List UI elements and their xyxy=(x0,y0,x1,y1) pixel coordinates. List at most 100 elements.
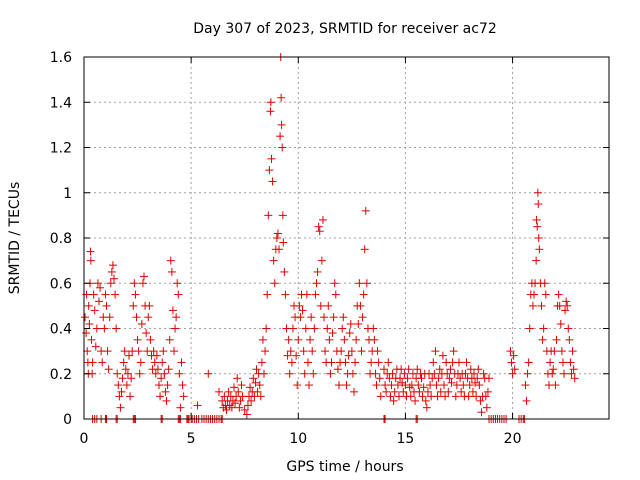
data-point xyxy=(435,365,444,374)
data-point xyxy=(361,206,370,215)
data-point xyxy=(316,301,325,310)
data-point xyxy=(540,279,549,288)
data-point xyxy=(325,335,334,344)
data-point xyxy=(101,290,110,299)
y-tick-label: 1.6 xyxy=(50,50,72,66)
data-point xyxy=(257,358,266,367)
data-point xyxy=(240,405,249,414)
data-point xyxy=(539,324,548,333)
data-point xyxy=(247,396,256,405)
data-point xyxy=(339,313,348,322)
data-point xyxy=(261,347,270,356)
data-point xyxy=(419,383,428,392)
data-point xyxy=(395,392,403,401)
data-point xyxy=(376,392,385,401)
data-point xyxy=(279,238,288,247)
data-point xyxy=(166,256,175,265)
data-point xyxy=(305,381,313,390)
data-point xyxy=(133,335,142,344)
data-point xyxy=(146,335,155,344)
data-point xyxy=(330,279,339,288)
data-point xyxy=(242,410,251,419)
data-point xyxy=(308,347,317,356)
x-axis-title: GPS time / hours xyxy=(286,459,403,475)
data-point xyxy=(508,369,517,378)
data-point xyxy=(521,381,530,390)
data-point xyxy=(528,301,537,310)
data-point xyxy=(163,381,172,390)
data-point xyxy=(534,234,543,242)
data-point xyxy=(121,365,130,374)
data-point xyxy=(341,358,350,367)
data-point xyxy=(177,358,186,367)
data-point xyxy=(312,279,321,288)
data-point xyxy=(388,369,397,378)
data-point xyxy=(400,369,409,378)
data-point xyxy=(533,222,542,231)
data-point xyxy=(96,283,105,292)
data-point xyxy=(292,351,301,360)
data-point xyxy=(275,245,283,254)
data-point xyxy=(278,211,287,220)
data-point xyxy=(485,374,493,383)
data-point xyxy=(93,279,102,288)
data-point xyxy=(134,347,143,356)
data-point xyxy=(149,347,158,356)
data-point xyxy=(276,132,285,141)
data-point xyxy=(372,381,381,390)
data-point xyxy=(168,306,177,315)
data-point xyxy=(234,387,243,396)
data-point xyxy=(440,381,448,390)
data-point xyxy=(375,374,384,383)
data-point xyxy=(179,392,188,401)
data-point xyxy=(125,351,133,360)
data-point xyxy=(404,365,413,374)
data-point xyxy=(324,301,333,310)
data-point xyxy=(162,396,171,405)
y-tick-label: 1.2 xyxy=(50,141,72,157)
data-point xyxy=(482,403,491,412)
data-point xyxy=(100,324,109,333)
data-point xyxy=(389,396,398,405)
data-point xyxy=(370,335,379,344)
data-point xyxy=(233,374,242,383)
data-point xyxy=(567,369,576,378)
data-point xyxy=(436,387,445,396)
data-point xyxy=(538,335,547,344)
data-point xyxy=(455,358,463,367)
data-point xyxy=(447,378,456,387)
data-point xyxy=(348,369,357,378)
data-point xyxy=(362,279,371,288)
data-point xyxy=(92,324,101,333)
data-point xyxy=(550,347,559,356)
data-point xyxy=(449,347,458,356)
data-point xyxy=(85,319,94,328)
data-point xyxy=(298,306,307,315)
data-point xyxy=(311,290,320,299)
data-point xyxy=(160,369,169,378)
data-point xyxy=(222,405,231,414)
data-point xyxy=(509,351,518,360)
data-point xyxy=(115,392,124,401)
data-point xyxy=(131,290,140,299)
data-point xyxy=(285,369,294,378)
data-point xyxy=(525,324,534,333)
data-point xyxy=(443,369,452,378)
data-point xyxy=(470,369,478,378)
data-point xyxy=(566,358,575,367)
data-point xyxy=(231,399,240,408)
data-point xyxy=(569,365,578,374)
y-tick-label: 0.4 xyxy=(50,322,72,338)
data-point xyxy=(299,347,308,356)
data-point xyxy=(136,358,145,367)
grid-lines xyxy=(84,57,609,419)
x-tick-label: 5 xyxy=(187,431,196,447)
data-point xyxy=(431,347,440,356)
data-point xyxy=(293,381,302,390)
data-point xyxy=(359,290,368,299)
data-point xyxy=(476,396,485,405)
data-point xyxy=(144,313,153,322)
data-point xyxy=(331,290,340,299)
data-point xyxy=(374,358,383,367)
data-point xyxy=(174,290,183,299)
